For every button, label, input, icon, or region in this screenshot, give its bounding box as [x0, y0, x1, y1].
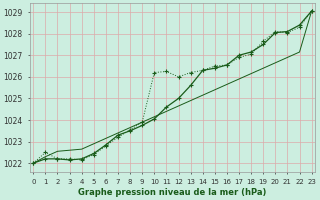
X-axis label: Graphe pression niveau de la mer (hPa): Graphe pression niveau de la mer (hPa): [78, 188, 267, 197]
